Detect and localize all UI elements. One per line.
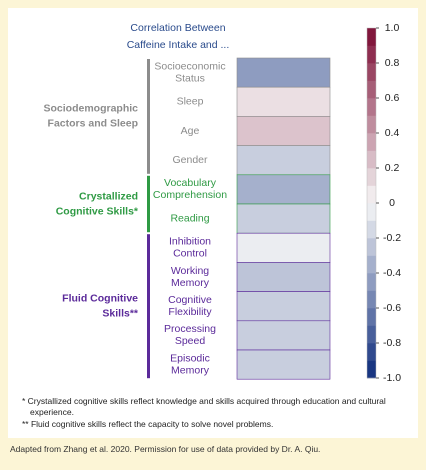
footnote: ** Fluid cognitive skills reflect the ca… — [22, 419, 274, 429]
heatmap-cell — [236, 57, 331, 88]
colorbar-segment — [367, 98, 376, 116]
colorbar-segment — [367, 325, 376, 344]
heatmap-cell — [236, 349, 331, 380]
row-label: Age — [181, 125, 200, 137]
row-label: Status — [175, 72, 205, 84]
heatmap-cell — [236, 232, 331, 263]
colorbar-tick-label: 0.6 — [385, 92, 400, 104]
footnote: * Crystallized cognitive skills reflect … — [22, 396, 386, 417]
colorbar-segment — [367, 273, 376, 291]
row-label: Memory — [171, 277, 210, 289]
colorbar-tick-label: 0.2 — [385, 162, 400, 174]
colorbar-tick-label: -0.4 — [383, 267, 401, 279]
heatmap-cell — [236, 86, 331, 117]
group-bracket — [147, 234, 150, 379]
row-label: Inhibition — [169, 236, 211, 248]
colorbar-segment — [367, 168, 376, 186]
colorbar-tick-label: 1.0 — [385, 22, 400, 34]
colorbar-segment — [367, 28, 376, 46]
heatmap-cell — [236, 320, 331, 351]
source: Adapted from Zhang et al. 2020. Permissi… — [10, 444, 321, 454]
row-label: Vocabulary — [164, 177, 217, 189]
colorbar-segment — [367, 133, 376, 151]
group-bracket — [147, 59, 150, 174]
colorbar-segment — [367, 220, 376, 239]
heatmap-cell — [236, 145, 331, 176]
colorbar-tick-label: -0.6 — [383, 302, 401, 314]
colorbar-segment — [367, 360, 376, 379]
row-label: Speed — [175, 335, 206, 347]
chart-title: Correlation Between — [130, 22, 225, 34]
colorbar-tick-label: -0.2 — [383, 232, 401, 244]
panel — [8, 8, 418, 438]
colorbar-segment — [367, 290, 376, 309]
colorbar-segment — [367, 308, 376, 326]
row-label: Comprehension — [153, 189, 227, 201]
colorbar-segment — [367, 185, 376, 204]
colorbar-tick-label: 0.4 — [385, 127, 400, 139]
heatmap-cell — [236, 203, 331, 234]
row-label: Flexibility — [168, 306, 212, 318]
colorbar-segment — [367, 150, 376, 169]
row-label: Control — [173, 248, 207, 260]
heatmap-cell — [236, 116, 331, 146]
chart-title: Caffeine Intake and ... — [127, 39, 230, 51]
colorbar-segment — [367, 80, 376, 99]
row-label: Gender — [172, 154, 208, 166]
row-label: Sleep — [177, 96, 204, 108]
group-label: Crystallized — [79, 190, 138, 202]
row-label: Episodic — [170, 352, 210, 364]
colorbar-tick-label: 0.8 — [385, 57, 400, 69]
group-label: Factors and Sleep — [48, 118, 138, 130]
group-label: Fluid Cognitive — [62, 292, 138, 304]
heatmap-cell — [236, 174, 331, 205]
colorbar-tick-label: 0 — [389, 197, 395, 209]
row-label: Working — [171, 265, 209, 277]
group-bracket — [147, 175, 150, 233]
colorbar-tick-label: -0.8 — [383, 337, 401, 349]
row-label: Processing — [164, 323, 216, 335]
heatmap-cell — [236, 262, 331, 292]
heatmap-cell — [236, 291, 331, 322]
group-label: Sociodemographic — [43, 103, 138, 115]
colorbar-segment — [367, 255, 376, 274]
colorbar-segment — [367, 203, 376, 221]
colorbar-segment — [367, 115, 376, 134]
row-label: Memory — [171, 364, 210, 376]
row-label: Socioeconomic — [154, 60, 225, 72]
colorbar-segment — [367, 45, 376, 64]
colorbar-tick-label: -1.0 — [383, 372, 401, 384]
colorbar-segment — [367, 238, 376, 256]
group-label: Skills** — [102, 307, 139, 319]
row-label: Reading — [170, 212, 209, 224]
group-label: Cognitive Skills* — [56, 205, 139, 217]
colorbar-segment — [367, 63, 376, 81]
row-label: Cognitive — [168, 294, 212, 306]
colorbar-segment — [367, 343, 376, 361]
